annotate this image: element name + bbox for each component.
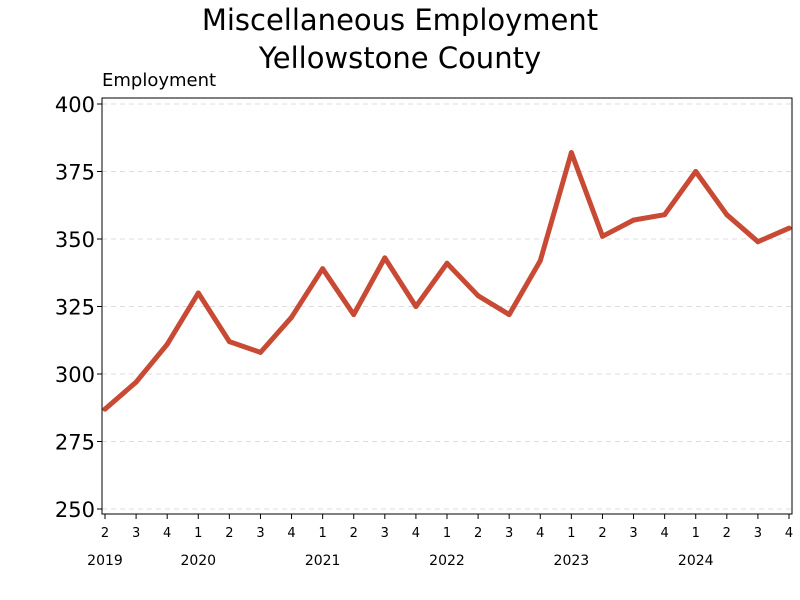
x-tick-label: 2 <box>474 526 482 541</box>
year-label: 2021 <box>305 553 341 569</box>
data-point <box>786 225 792 231</box>
x-tick-label: 3 <box>381 526 389 541</box>
y-tick-label: 325 <box>55 296 95 320</box>
data-point <box>102 406 108 412</box>
x-tick-label: 1 <box>443 526 451 541</box>
x-tick-label: 4 <box>660 526 668 541</box>
chart-title-line-1: Miscellaneous Employment <box>202 3 598 37</box>
series-line <box>102 150 792 412</box>
year-label: 2020 <box>180 553 216 569</box>
gridlines <box>102 103 792 510</box>
data-point <box>226 339 232 345</box>
x-tick-label: 3 <box>629 526 637 541</box>
data-point <box>133 379 139 385</box>
data-point <box>382 255 388 261</box>
data-point <box>413 304 419 309</box>
x-tick-label: 1 <box>692 526 700 541</box>
x-tick-label: 3 <box>132 526 140 541</box>
x-tick-label: 3 <box>754 526 762 541</box>
y-tick-label: 375 <box>55 161 95 185</box>
data-point <box>289 314 295 320</box>
y-tick-label: 300 <box>55 363 95 387</box>
year-label: 2022 <box>429 553 465 569</box>
y-tick-label: 275 <box>55 431 95 455</box>
x-tick-label: 1 <box>318 526 326 541</box>
year-label: 2023 <box>554 553 590 569</box>
data-point <box>195 290 201 296</box>
x-tick-label: 4 <box>412 526 420 541</box>
data-point <box>257 349 263 355</box>
chart-title-line-2: Yellowstone County <box>258 41 541 75</box>
x-tick-label: 1 <box>567 526 575 541</box>
x-tick-label: 1 <box>194 526 202 541</box>
data-point <box>537 258 543 264</box>
data-point <box>351 312 357 318</box>
x-axis-years: 2019 2020 2021 2022 2023 2024 <box>87 553 713 569</box>
x-tick-label: 4 <box>163 526 171 541</box>
data-point <box>444 260 450 266</box>
x-tick-label: 4 <box>785 526 793 541</box>
data-point <box>662 212 668 218</box>
x-tick-label: 3 <box>256 526 264 541</box>
data-point <box>631 217 637 223</box>
y-tick-label: 350 <box>55 228 95 252</box>
data-point <box>568 150 574 156</box>
data-point <box>755 239 761 245</box>
data-point <box>693 169 699 174</box>
x-tick-label: 2 <box>225 526 233 541</box>
x-tick-label: 4 <box>287 526 295 541</box>
data-point <box>506 312 512 318</box>
year-label: 2019 <box>87 553 123 569</box>
x-tick-label: 2 <box>350 526 358 541</box>
data-point <box>599 233 605 239</box>
data-point <box>724 212 730 218</box>
x-tick-label: 3 <box>505 526 513 541</box>
x-tick-label: 2 <box>101 526 109 541</box>
y-tick-label: 250 <box>55 498 95 522</box>
x-tick-label: 4 <box>536 526 544 541</box>
x-tick-label: 2 <box>723 526 731 541</box>
data-point <box>320 266 326 272</box>
year-label: 2024 <box>678 553 714 569</box>
x-tick-label: 2 <box>598 526 606 541</box>
y-tick-label: 400 <box>55 93 95 117</box>
data-point <box>164 341 170 347</box>
y-axis-label: Employment <box>102 70 216 91</box>
y-axis-ticks: 250 275 300 325 350 375 400 <box>55 93 102 522</box>
data-point <box>475 293 481 299</box>
x-axis-ticks: 2 3 4 1 2 3 4 1 2 3 4 1 2 3 4 1 2 3 4 1 2 3 4 <box>101 514 793 541</box>
series-group <box>102 150 792 412</box>
